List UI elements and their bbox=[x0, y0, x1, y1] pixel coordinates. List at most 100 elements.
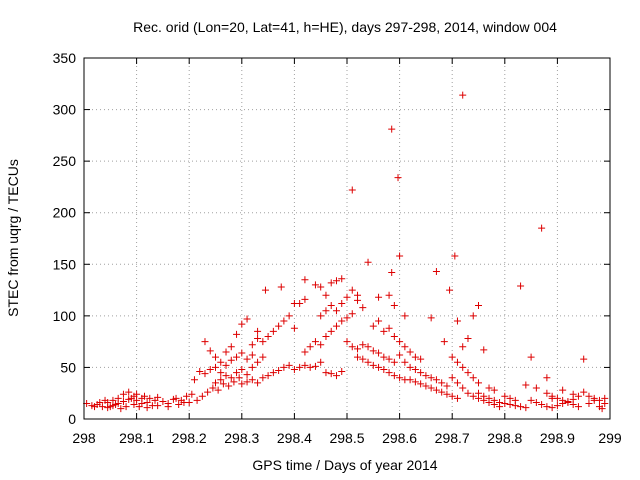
data-point bbox=[348, 343, 356, 351]
data-point bbox=[532, 384, 540, 392]
data-point bbox=[233, 330, 241, 338]
data-point bbox=[574, 403, 582, 411]
data-point bbox=[364, 258, 372, 266]
data-point bbox=[317, 341, 325, 349]
data-point bbox=[390, 302, 398, 310]
data-point bbox=[217, 369, 225, 377]
data-point bbox=[490, 396, 498, 404]
data-point bbox=[332, 322, 340, 330]
data-point bbox=[469, 392, 477, 400]
data-point bbox=[380, 353, 388, 361]
data-point bbox=[453, 317, 461, 325]
data-point bbox=[496, 398, 504, 406]
data-point bbox=[364, 358, 372, 366]
data-point bbox=[422, 382, 430, 390]
data-point bbox=[369, 361, 377, 369]
data-point bbox=[243, 355, 251, 363]
data-point bbox=[406, 348, 414, 356]
data-point bbox=[159, 397, 167, 405]
data-point bbox=[238, 320, 246, 328]
data-point bbox=[138, 394, 146, 402]
data-point bbox=[243, 315, 251, 323]
data-point bbox=[388, 269, 396, 277]
data-point bbox=[101, 396, 109, 404]
data-point bbox=[343, 293, 351, 301]
data-point bbox=[375, 363, 383, 371]
data-point bbox=[446, 286, 454, 294]
data-point bbox=[91, 403, 99, 411]
data-point bbox=[443, 382, 451, 390]
data-point bbox=[254, 379, 262, 387]
data-point bbox=[585, 392, 593, 400]
data-point bbox=[388, 125, 396, 133]
data-point bbox=[475, 379, 482, 387]
data-point bbox=[154, 402, 162, 410]
data-point bbox=[517, 282, 525, 290]
data-point bbox=[411, 378, 419, 386]
data-point bbox=[343, 338, 351, 346]
data-point bbox=[177, 396, 185, 404]
x-tick-label: 298.9 bbox=[540, 430, 575, 446]
data-point bbox=[348, 286, 356, 294]
data-point bbox=[401, 358, 409, 366]
data-point bbox=[506, 401, 514, 409]
data-point bbox=[385, 369, 393, 377]
data-point bbox=[248, 363, 256, 371]
data-point bbox=[448, 374, 456, 382]
x-tick-label: 298.8 bbox=[487, 430, 522, 446]
chart-title: Rec. orid (Lon=20, Lat=41, h=HE), days 2… bbox=[133, 19, 557, 35]
data-point bbox=[375, 349, 383, 357]
data-point bbox=[354, 345, 362, 353]
data-point bbox=[427, 384, 435, 392]
data-point bbox=[96, 398, 104, 406]
data-point bbox=[261, 286, 269, 294]
data-point bbox=[301, 348, 309, 356]
data-point bbox=[233, 369, 241, 377]
data-point bbox=[527, 396, 535, 404]
data-point bbox=[348, 186, 356, 194]
data-point bbox=[411, 353, 419, 361]
data-point bbox=[417, 355, 425, 363]
data-point bbox=[322, 369, 330, 377]
data-point bbox=[233, 353, 241, 361]
data-point bbox=[206, 365, 214, 373]
data-point bbox=[359, 341, 367, 349]
data-point bbox=[440, 338, 448, 346]
data-point bbox=[206, 347, 214, 355]
data-point bbox=[225, 382, 233, 390]
x-tick-label: 299 bbox=[598, 430, 622, 446]
data-point bbox=[275, 367, 283, 375]
data-point bbox=[332, 372, 340, 380]
data-point bbox=[338, 299, 346, 307]
data-point bbox=[490, 386, 498, 394]
x-tick-label: 298.2 bbox=[172, 430, 207, 446]
data-point bbox=[564, 398, 572, 406]
data-point bbox=[317, 312, 325, 320]
data-point bbox=[553, 394, 561, 402]
data-point bbox=[538, 401, 546, 409]
data-point bbox=[401, 312, 409, 320]
data-point bbox=[359, 355, 367, 363]
data-point bbox=[212, 353, 219, 361]
data-point bbox=[230, 378, 238, 386]
data-point bbox=[401, 343, 409, 351]
data-point bbox=[248, 341, 256, 349]
data-point bbox=[432, 386, 440, 394]
data-point bbox=[464, 389, 472, 397]
data-point bbox=[469, 374, 477, 382]
data-point bbox=[277, 283, 285, 291]
x-tick-label: 298.4 bbox=[277, 430, 312, 446]
data-point bbox=[522, 404, 530, 412]
data-point bbox=[432, 268, 440, 276]
data-point bbox=[217, 376, 225, 384]
data-point bbox=[385, 355, 393, 363]
data-point bbox=[259, 374, 267, 382]
data-point bbox=[354, 353, 362, 361]
data-point bbox=[248, 376, 256, 384]
data-point bbox=[227, 356, 235, 364]
y-tick-label: 150 bbox=[53, 256, 77, 272]
data-point bbox=[517, 403, 525, 411]
data-point bbox=[275, 322, 283, 330]
data-point bbox=[595, 396, 603, 404]
